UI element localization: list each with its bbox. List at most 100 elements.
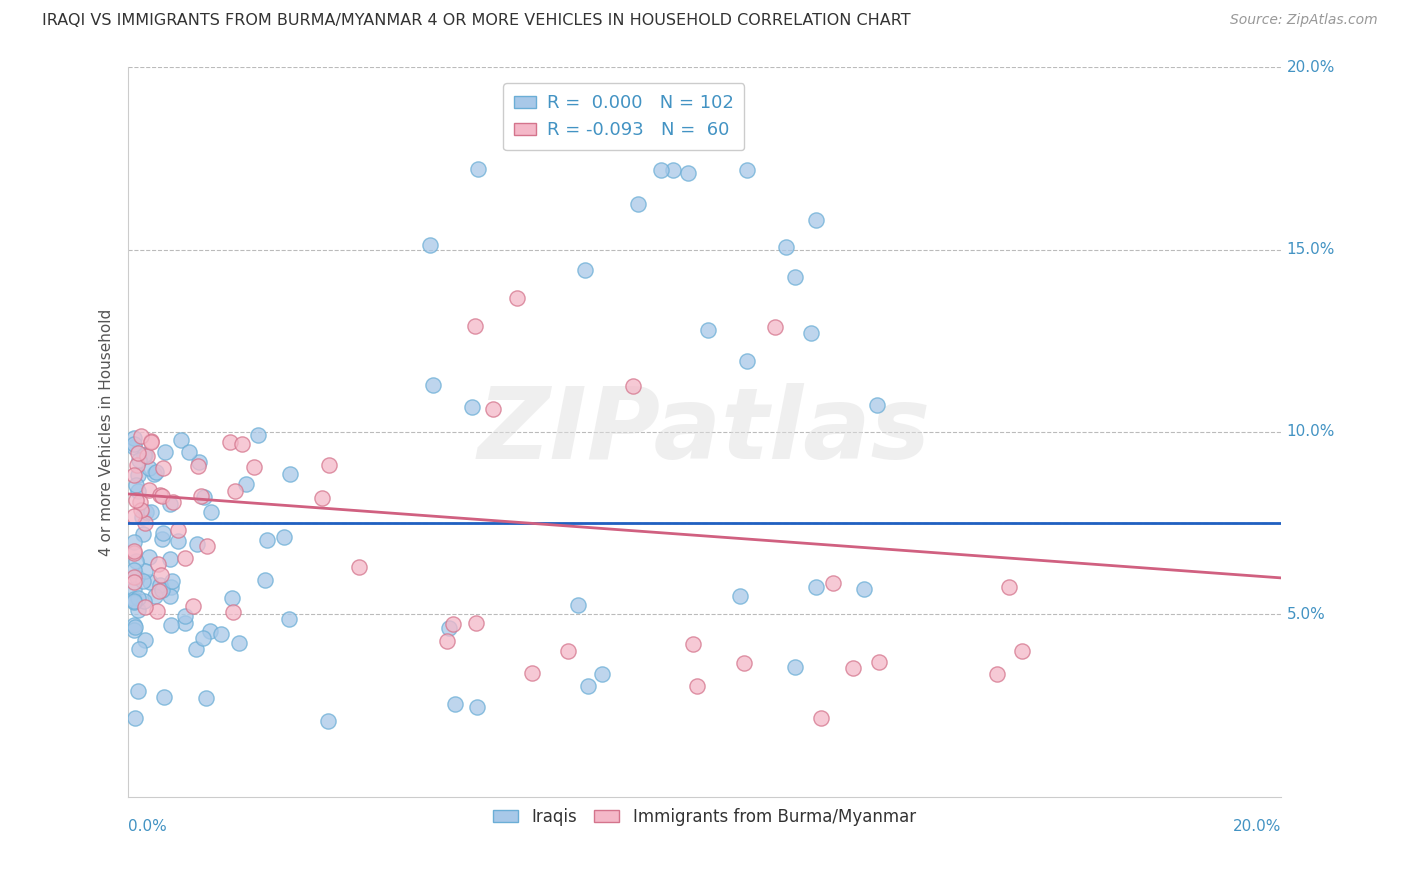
- Point: [128, 642, 150, 657]
- Point: [150, 582, 173, 597]
- Point: [127, 484, 149, 499]
- Text: IRAQI VS IMMIGRANTS FROM BURMA/MYANMAR 4 OR MORE VEHICLES IN HOUSEHOLD CORRELATI: IRAQI VS IMMIGRANTS FROM BURMA/MYANMAR 4…: [42, 13, 911, 29]
- Point: [174, 608, 197, 623]
- Point: [150, 532, 173, 546]
- Point: [152, 525, 174, 540]
- Point: [467, 162, 489, 177]
- Point: [696, 323, 718, 337]
- Point: [187, 459, 209, 474]
- Point: [139, 435, 162, 450]
- Point: [436, 633, 458, 648]
- Point: [464, 319, 486, 334]
- Point: [159, 581, 181, 595]
- Point: [129, 428, 152, 442]
- Point: [125, 493, 148, 508]
- Point: [122, 595, 145, 609]
- Point: [146, 604, 169, 618]
- Point: [159, 552, 181, 566]
- Point: [122, 431, 145, 445]
- Point: [122, 591, 145, 606]
- Point: [278, 612, 301, 626]
- Point: [591, 667, 613, 681]
- Point: [676, 166, 699, 180]
- Point: [127, 445, 149, 459]
- Point: [127, 603, 149, 617]
- Point: [200, 505, 222, 519]
- Point: [125, 478, 148, 492]
- Point: [810, 711, 832, 725]
- Point: [278, 467, 301, 481]
- Point: [193, 490, 215, 504]
- Point: [146, 558, 169, 572]
- Point: [842, 660, 865, 674]
- Point: [160, 574, 183, 589]
- Point: [122, 546, 145, 560]
- Point: [135, 449, 157, 463]
- Point: [650, 163, 672, 178]
- Point: [122, 544, 145, 558]
- Point: [122, 618, 145, 632]
- Point: [783, 270, 806, 285]
- Point: [152, 461, 174, 475]
- Point: [125, 458, 148, 472]
- Text: 15.0%: 15.0%: [1286, 242, 1336, 257]
- Point: [576, 679, 599, 693]
- Point: [439, 620, 461, 634]
- Point: [349, 559, 371, 574]
- Point: [806, 213, 828, 227]
- Point: [145, 465, 167, 479]
- Point: [242, 460, 264, 475]
- Point: [311, 491, 333, 506]
- Point: [868, 655, 890, 669]
- Point: [465, 700, 488, 714]
- Point: [419, 237, 441, 252]
- Text: 20.0%: 20.0%: [1286, 60, 1336, 75]
- Point: [986, 667, 1008, 681]
- Point: [131, 510, 153, 524]
- Point: [127, 591, 149, 606]
- Point: [186, 642, 208, 657]
- Point: [806, 580, 828, 594]
- Point: [127, 467, 149, 482]
- Point: [122, 563, 145, 577]
- Point: [461, 401, 484, 415]
- Point: [733, 656, 755, 670]
- Point: [441, 617, 464, 632]
- Point: [728, 589, 751, 603]
- Point: [143, 589, 166, 603]
- Point: [783, 660, 806, 674]
- Point: [139, 575, 162, 590]
- Point: [173, 615, 195, 630]
- Point: [122, 594, 145, 608]
- Y-axis label: 4 or more Vehicles in Household: 4 or more Vehicles in Household: [100, 309, 114, 556]
- Point: [177, 445, 200, 459]
- Point: [159, 589, 181, 603]
- Point: [122, 582, 145, 596]
- Point: [122, 508, 145, 523]
- Text: 0.0%: 0.0%: [128, 819, 167, 834]
- Point: [865, 398, 887, 412]
- Point: [231, 437, 253, 451]
- Point: [132, 574, 155, 588]
- Text: ZIPatlas: ZIPatlas: [478, 384, 931, 481]
- Point: [159, 497, 181, 511]
- Point: [195, 539, 218, 553]
- Point: [224, 483, 246, 498]
- Point: [190, 489, 212, 503]
- Point: [800, 326, 823, 340]
- Text: Source: ZipAtlas.com: Source: ZipAtlas.com: [1230, 13, 1378, 28]
- Point: [127, 683, 149, 698]
- Point: [763, 319, 786, 334]
- Point: [318, 458, 340, 472]
- Point: [134, 448, 156, 462]
- Point: [181, 599, 204, 613]
- Point: [134, 516, 156, 530]
- Point: [246, 428, 269, 442]
- Point: [218, 435, 240, 450]
- Point: [122, 623, 145, 637]
- Point: [124, 620, 146, 634]
- Text: 20.0%: 20.0%: [1233, 819, 1281, 834]
- Point: [153, 445, 176, 459]
- Legend: Iraqis, Immigrants from Burma/Myanmar: Iraqis, Immigrants from Burma/Myanmar: [486, 801, 922, 832]
- Point: [256, 533, 278, 547]
